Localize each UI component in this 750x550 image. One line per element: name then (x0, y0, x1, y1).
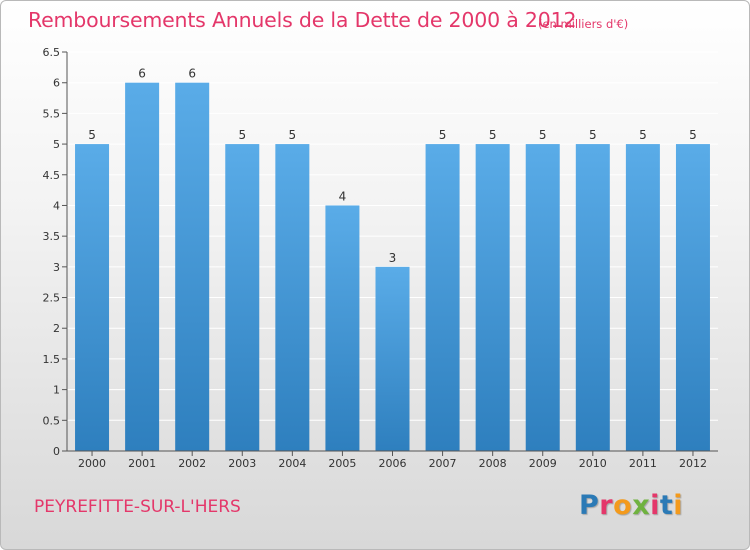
logo-letter: x (632, 490, 651, 521)
y-tick-label: 4 (53, 199, 60, 212)
y-tick-label: 6 (53, 77, 60, 90)
chart-subtitle: (en milliers d'€) (538, 17, 629, 31)
x-tick-label: 2001 (128, 457, 156, 470)
bar (475, 144, 510, 452)
proxiti-logo[interactable]: Proxiti (579, 490, 683, 521)
data-label: 5 (489, 128, 497, 142)
y-tick-label: 6.5 (43, 46, 61, 59)
bar (575, 144, 610, 452)
y-tick-label: 5 (53, 138, 60, 151)
data-label: 4 (339, 189, 347, 203)
bar (175, 82, 210, 451)
logo-letter: t (659, 490, 674, 521)
axes (62, 51, 718, 456)
x-tick-label: 2011 (629, 457, 657, 470)
logo-letter: r (599, 490, 614, 521)
bar (425, 144, 460, 452)
y-tick-label: 1 (53, 384, 60, 397)
y-tick-label: 3.5 (43, 230, 61, 243)
y-tick-label: 0.5 (43, 414, 61, 427)
bar (325, 205, 360, 451)
x-tick-label: 2004 (278, 457, 306, 470)
data-label: 6 (188, 67, 196, 81)
x-tick-label: 2000 (78, 457, 106, 470)
data-label: 5 (439, 128, 447, 142)
y-tick-label: 2.5 (43, 292, 61, 305)
y-tick-label: 5.5 (43, 107, 61, 120)
x-tick-label: 2005 (328, 457, 356, 470)
x-tick-label: 2002 (178, 457, 206, 470)
logo-letter: i (650, 490, 660, 521)
bar (675, 144, 710, 452)
x-tick-label: 2006 (379, 457, 407, 470)
data-label: 5 (539, 128, 547, 142)
bar (275, 144, 310, 452)
city-name: PEYREFITTE-SUR-L'HERS (34, 497, 241, 517)
chart-title: Remboursements Annuels de la Dette de 20… (28, 8, 577, 32)
data-label: 5 (589, 128, 597, 142)
logo-letter: i (673, 490, 684, 521)
bars (75, 82, 710, 452)
data-label: 5 (689, 128, 697, 142)
bar (375, 266, 410, 451)
data-label: 5 (639, 128, 647, 142)
data-label: 5 (289, 128, 297, 142)
data-label: 5 (238, 128, 246, 142)
bar (225, 144, 260, 452)
labels: 0 0.5 1 1.5 2 2.5 3 3.5 4 4.5 5 5.5 6 6.5 5 2000 6 2001 6 2… (43, 46, 707, 470)
x-tick-label: 2012 (679, 457, 707, 470)
y-tick-label: 4.5 (43, 169, 61, 182)
bar (625, 144, 660, 452)
data-label: 5 (88, 128, 96, 142)
logo-letter: o (613, 490, 633, 521)
y-tick-label: 0 (53, 445, 60, 458)
bar (125, 82, 160, 451)
x-tick-label: 2007 (429, 457, 457, 470)
x-tick-label: 2003 (228, 457, 256, 470)
data-label: 6 (138, 67, 146, 81)
logo-letter: P (579, 490, 600, 521)
x-tick-label: 2010 (579, 457, 607, 470)
x-tick-label: 2008 (479, 457, 507, 470)
x-tick-label: 2009 (529, 457, 557, 470)
bar (75, 144, 110, 452)
bar (525, 144, 560, 452)
y-tick-label: 2 (53, 322, 60, 335)
y-tick-label: 3 (53, 261, 60, 274)
data-label: 3 (389, 251, 397, 265)
y-tick-label: 1.5 (43, 353, 61, 366)
